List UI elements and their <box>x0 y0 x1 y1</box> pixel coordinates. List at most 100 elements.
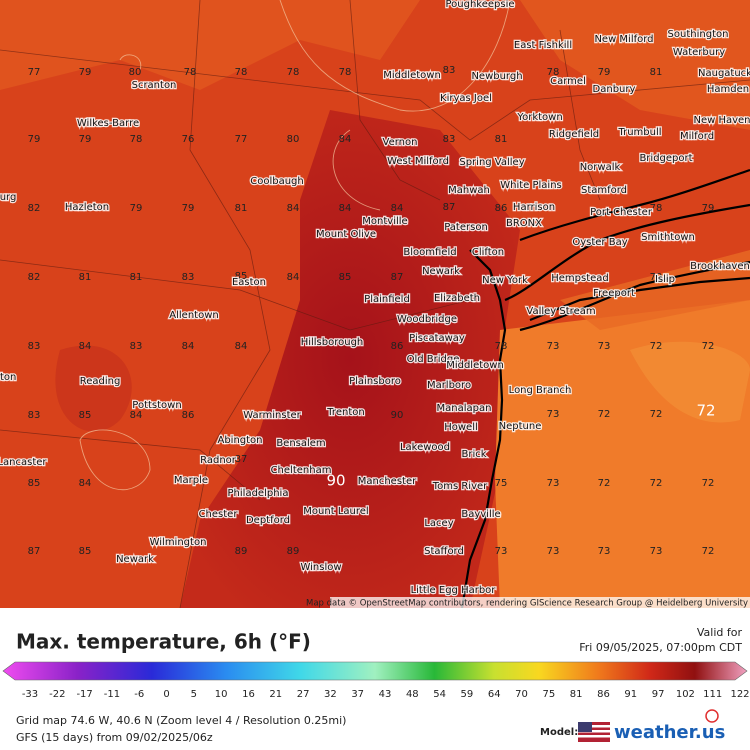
temperature-label: 84 <box>339 203 352 214</box>
place-label: Easton <box>232 277 266 288</box>
place-label: Long Branch <box>509 385 572 396</box>
place-label: Elizabeth <box>434 293 480 304</box>
temperature-label: 73 <box>598 341 611 352</box>
place-label: Bayville <box>461 509 500 520</box>
scale-label: -22 <box>49 689 65 700</box>
place-label: Hempstead <box>551 273 609 284</box>
place-label: Naugatuck <box>698 68 750 79</box>
scale-label: 48 <box>406 689 419 700</box>
place-label: Scranton <box>132 80 177 91</box>
scale-label: 32 <box>324 689 337 700</box>
place-label: Stamford <box>581 185 627 196</box>
place-label: Newark <box>422 266 460 277</box>
place-label: Marple <box>174 475 208 486</box>
place-label: Chester <box>199 509 239 520</box>
temperature-label: 86 <box>391 341 404 352</box>
place-label: Neptune <box>499 421 542 432</box>
temperature-label: 79 <box>79 67 92 78</box>
place-label: Newburgh <box>471 71 522 82</box>
temperature-label: 87 <box>235 454 248 465</box>
place-label: BRONX <box>506 218 542 229</box>
scale-label: 59 <box>461 689 474 700</box>
place-label: Mount Olive <box>316 229 376 240</box>
place-label: Harrison <box>513 202 555 213</box>
temperature-label: 73 <box>547 478 560 489</box>
run-info: GFS (15 days) from 09/02/2025/06z <box>16 731 213 744</box>
place-label: Wilkes-Barre <box>77 118 139 129</box>
temperature-label: 80 <box>129 67 142 78</box>
place-label: Manchester <box>358 476 417 487</box>
place-label: Reading <box>80 376 121 387</box>
temperature-label: 78 <box>650 203 663 214</box>
temperature-label: 84 <box>235 341 248 352</box>
place-label: Plainfield <box>364 294 410 305</box>
temperature-label: 85 <box>79 546 92 557</box>
place-label: Waterbury <box>673 47 725 58</box>
temperature-label: 79 <box>598 67 611 78</box>
scale-label: 91 <box>624 689 637 700</box>
temperature-label: 77 <box>235 134 248 145</box>
temperature-label: 78 <box>339 67 352 78</box>
scale-label: 43 <box>379 689 392 700</box>
temperature-label: 72 <box>702 546 715 557</box>
place-label: Trumbull <box>617 127 661 138</box>
footer: Max. temperature, 6h (°F) Valid for Fri … <box>2 626 750 744</box>
temperature-label: 82 <box>28 203 41 214</box>
place-label: Norwalk <box>580 162 621 173</box>
place-label: Carmel <box>550 76 586 87</box>
temperature-label: 78 <box>495 341 508 352</box>
temperature-label: 75 <box>495 478 508 489</box>
place-label: Old Bridge <box>407 354 460 365</box>
temperature-label: 73 <box>598 546 611 557</box>
temperature-label: 90 <box>391 410 404 421</box>
temperature-label: 81 <box>495 134 508 145</box>
temperature-label: 83 <box>28 410 41 421</box>
temperature-label: 72 <box>650 478 663 489</box>
brand-icon <box>705 709 719 723</box>
scale-label: 27 <box>297 689 310 700</box>
place-label: Port Chester <box>590 207 653 218</box>
temperature-label: 73 <box>547 409 560 420</box>
place-label: Radnor <box>200 455 237 466</box>
scale-label: -33 <box>22 689 38 700</box>
place-label: Trenton <box>326 407 364 418</box>
place-label: New Haven <box>693 115 750 126</box>
place-label: Woodbridge <box>397 314 457 325</box>
temperature-label: 79 <box>650 272 663 283</box>
temperature-label: 72 <box>702 341 715 352</box>
place-label: Manalapan <box>437 403 492 414</box>
temperature-label: 78 <box>287 67 300 78</box>
temperature-label: 89 <box>235 546 248 557</box>
temperature-label: 72 <box>650 409 663 420</box>
scale-label: 0 <box>163 689 169 700</box>
scale-label: 64 <box>488 689 501 700</box>
scale-label: 16 <box>242 689 255 700</box>
place-label: Milford <box>680 131 714 142</box>
place-label: Newark <box>116 554 154 565</box>
place-label: Bloomfield <box>403 247 456 258</box>
model-label: Model: <box>540 727 578 738</box>
place-label: Spring Valley <box>459 157 524 168</box>
place-label: Pottstown <box>132 400 181 411</box>
place-label: Mount Laurel <box>303 506 368 517</box>
place-label: Mahwah <box>448 185 490 196</box>
temperature-label: 78 <box>547 67 560 78</box>
brand: weather.us <box>614 722 725 743</box>
place-label: Ridgefield <box>549 129 599 140</box>
scale-label: -17 <box>76 689 92 700</box>
temperature-label: 84 <box>79 478 92 489</box>
place-label: Lancaster <box>0 457 47 468</box>
temperature-label: 73 <box>650 546 663 557</box>
title: Max. temperature, 6h (°F) <box>16 630 311 654</box>
temperature-label: 79 <box>130 203 143 214</box>
scale-label: 37 <box>351 689 364 700</box>
temperature-label: 86 <box>182 410 195 421</box>
temperature-label: 79 <box>79 134 92 145</box>
temperature-label: 87 <box>391 272 404 283</box>
temperature-label: 78 <box>235 67 248 78</box>
temperature-label: 84 <box>79 341 92 352</box>
place-label: Hamden <box>707 84 749 95</box>
temperature-label: 90 <box>326 472 345 490</box>
place-label: Danbury <box>593 84 636 95</box>
